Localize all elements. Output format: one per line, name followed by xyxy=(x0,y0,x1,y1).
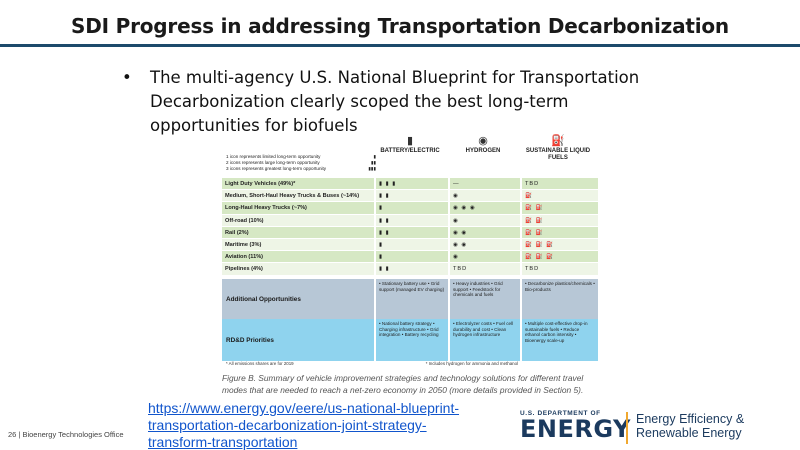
note-left: * All emissions shares are for 2019 xyxy=(226,361,294,366)
table-row: Aviation (11%) ▮ ◉ ⛽ ⛽ ⛽ xyxy=(222,251,598,264)
battery-cell: • National battery strategy • Charging i… xyxy=(374,319,448,361)
hydrogen-cell: ◉ ◉ xyxy=(448,226,520,239)
logo-separator xyxy=(626,412,628,444)
battery-cell: ▮ ▮ xyxy=(374,226,448,239)
battery-cell: • Stationary battery use • Grid support … xyxy=(374,279,448,319)
row-label: Additional Opportunities xyxy=(222,279,374,319)
table-row: Pipelines (4%) ▮ ▮ TBD TBD xyxy=(222,263,598,276)
battery-icon: ▮▮▮ xyxy=(368,166,376,171)
fuels-cell: TBD xyxy=(520,263,598,276)
table-row: Long-Haul Heavy Trucks (~7%) ▮ ◉ ◉ ◉ ⛽ ⛽ xyxy=(222,202,598,215)
fuels-cell: ⛽ ⛽ ⛽ xyxy=(520,238,598,252)
fuels-cell: TBD xyxy=(520,178,598,191)
fuels-cell: ⛽ xyxy=(520,190,598,203)
slide-footer: 26 | Bioenergy Technologies Office xyxy=(8,430,124,439)
hydrogen-cell: — xyxy=(448,178,520,191)
fuels-cell: ⛽ ⛽ xyxy=(520,202,598,215)
legend-text: 2 icons represents large long-term oppor… xyxy=(226,160,320,165)
blueprint-link[interactable]: https://www.energy.gov/eere/us-national-… xyxy=(148,400,460,450)
table-row: Maritime (3%) ▮ ◉ ◉ ⛽ ⛽ ⛽ xyxy=(222,238,598,252)
logo-dept-text: U.S. DEPARTMENT OF xyxy=(520,410,601,417)
row-label: Light Duty Vehicles (49%)* xyxy=(222,178,374,191)
column-label: HYDROGEN xyxy=(465,148,501,154)
additional-opportunities-row: Additional Opportunities • Stationary ba… xyxy=(222,279,598,319)
row-label: Pipelines (4%) xyxy=(222,263,374,276)
legend-row: 1 icon represents limited long-term oppo… xyxy=(226,154,376,160)
column-label: SUSTAINABLE LIQUID FUELS xyxy=(525,148,591,161)
fuels-cell: ⛽ ⛽ ⛽ xyxy=(520,251,598,264)
title-divider xyxy=(0,44,800,47)
battery-cell: ▮ ▮ xyxy=(374,214,448,227)
hydrogen-cell: • Heavy industries • Grid support • Feed… xyxy=(448,279,520,319)
figure-caption: Figure B. Summary of vehicle improvement… xyxy=(222,373,584,395)
figure-legend: 1 icon represents limited long-term oppo… xyxy=(226,154,376,172)
hydrogen-cell: ◉ xyxy=(448,190,520,203)
legend-row: 3 icons represents greatest long-term op… xyxy=(226,166,376,172)
mode-table: Light Duty Vehicles (49%)* ▮ ▮ ▮ — TBD M… xyxy=(222,178,598,276)
battery-cell: ▮ xyxy=(374,251,448,264)
battery-icon: ▮▮ xyxy=(370,160,376,165)
column-header-hydrogen: ◉ HYDROGEN xyxy=(448,134,518,176)
row-label: Medium, Short-Haul Heavy Trucks & Buses … xyxy=(222,190,374,203)
rdd-priorities-row: RD&D Priorities • National battery strat… xyxy=(222,319,598,361)
logo-eere-line: Renewable Energy xyxy=(636,426,742,440)
bullet-text: The multi-agency U.S. National Blueprint… xyxy=(150,68,640,135)
hydrogen-cell: • Electrolyzer costs • Fuel cell durabil… xyxy=(448,319,520,361)
fuel-pump-icon: ⛽ xyxy=(551,135,565,147)
row-label: Maritime (3%) xyxy=(222,238,374,252)
table-row: Off-road (10%) ▮ ▮ ◉ ⛽ ⛽ xyxy=(222,214,598,227)
row-label: Off-road (10%) xyxy=(222,214,374,227)
battery-icon: ▮ xyxy=(373,154,376,159)
logo-energy-text: ENERGY xyxy=(520,415,631,443)
legend-text: 1 icon represents limited long-term oppo… xyxy=(226,154,321,159)
table-row: Medium, Short-Haul Heavy Trucks & Buses … xyxy=(222,190,598,203)
row-label: RD&D Priorities xyxy=(222,319,374,361)
battery-cell: ▮ ▮ xyxy=(374,190,448,203)
hydrogen-cell: ◉ ◉ xyxy=(448,238,520,252)
table-row: Rail (2%) ▮ ▮ ◉ ◉ ⛽ ⛽ xyxy=(222,226,598,239)
fuels-cell: ⛽ ⛽ xyxy=(520,226,598,239)
hydrogen-cell: ◉ xyxy=(448,251,520,264)
fuels-cell: ⛽ ⛽ xyxy=(520,214,598,227)
column-header-fuels: ⛽ SUSTAINABLE LIQUID FUELS xyxy=(520,134,596,176)
row-label: Aviation (11%) xyxy=(222,251,374,264)
table-row: Light Duty Vehicles (49%)* ▮ ▮ ▮ — TBD xyxy=(222,178,598,191)
row-label: Long-Haul Heavy Trucks (~7%) xyxy=(222,202,374,215)
legend-text: 3 icons represents greatest long-term op… xyxy=(226,166,327,171)
battery-cell: ▮ xyxy=(374,202,448,215)
legend-row: 2 icons represents large long-term oppor… xyxy=(226,160,376,166)
row-label: Rail (2%) xyxy=(222,226,374,239)
hydrogen-cell: ◉ ◉ ◉ xyxy=(448,202,520,215)
battery-cell: ▮ xyxy=(374,238,448,252)
slide-title: SDI Progress in addressing Transportatio… xyxy=(71,14,729,38)
logo-eere-line: Energy Efficiency & xyxy=(636,412,745,426)
hydrogen-cell: ◉ xyxy=(448,214,520,227)
battery-cell: ▮ ▮ xyxy=(374,263,448,276)
bullet-point: • The multi-agency U.S. National Bluepri… xyxy=(122,66,662,138)
column-label: BATTERY/ELECTRIC xyxy=(380,148,440,154)
doe-logo: U.S. DEPARTMENT OF ENERGY Energy Efficie… xyxy=(520,410,790,446)
fuels-cell: • Decarbonize plastics/chemicals • Bio-p… xyxy=(520,279,598,319)
logo-eere: Energy Efficiency & Renewable Energy xyxy=(636,412,744,440)
fuels-cell: • Multiple cost-effective drop-in sustai… xyxy=(520,319,598,361)
hydrogen-icon: ◉ xyxy=(478,135,488,147)
bullet-icon: • xyxy=(122,68,132,87)
note-right: * Includes hydrogen for ammonia and meth… xyxy=(425,361,518,366)
battery-icon: ▮ xyxy=(406,135,414,147)
hydrogen-cell: TBD xyxy=(448,263,520,276)
column-header-battery: ▮ BATTERY/ELECTRIC xyxy=(374,134,446,176)
figure-notes: * All emissions shares are for 2019 * In… xyxy=(226,361,598,366)
battery-cell: ▮ ▮ ▮ xyxy=(374,178,448,191)
blueprint-figure: 1 icon represents limited long-term oppo… xyxy=(222,132,598,372)
